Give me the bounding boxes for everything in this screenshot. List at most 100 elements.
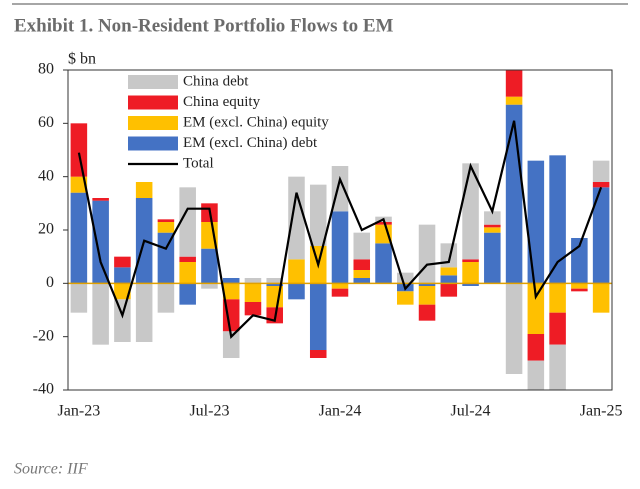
x-tick-label: Jul-23 bbox=[189, 403, 229, 420]
legend-label: EM (excl. China) equity bbox=[183, 114, 329, 130]
bar-segment bbox=[462, 283, 479, 286]
bar-segment bbox=[135, 182, 153, 198]
bar-segment bbox=[375, 243, 392, 284]
bar-segment bbox=[331, 288, 349, 297]
bar-segment bbox=[288, 176, 305, 260]
bar-segment bbox=[222, 283, 240, 300]
bar-segment bbox=[418, 283, 436, 286]
bar-segment bbox=[222, 278, 240, 284]
bar-segment bbox=[418, 286, 436, 305]
bar-segment bbox=[70, 123, 88, 177]
bar-segment bbox=[331, 211, 349, 284]
bar-segment bbox=[549, 312, 566, 345]
bar-segment bbox=[288, 283, 305, 300]
bar-segment bbox=[375, 222, 392, 225]
y-axis-label: $ bn bbox=[68, 51, 96, 68]
legend-label: China debt bbox=[183, 73, 249, 89]
bar-segment bbox=[179, 187, 196, 257]
bar-segment bbox=[440, 243, 458, 268]
y-tick-label: 40 bbox=[38, 167, 54, 184]
x-tick-label: Jan-24 bbox=[319, 403, 362, 420]
x-tick-label: Jul-24 bbox=[451, 403, 491, 420]
bar-segment bbox=[309, 283, 327, 350]
legend-label: China equity bbox=[183, 94, 261, 110]
bar-segment bbox=[484, 232, 501, 284]
bar-segment bbox=[92, 283, 109, 345]
bar-segment bbox=[549, 283, 566, 313]
legend-swatch bbox=[128, 136, 178, 151]
legend-label: EM (excl. China) debt bbox=[183, 135, 318, 151]
legend-swatch bbox=[128, 95, 178, 110]
bar-segment bbox=[331, 283, 349, 289]
bar-segment bbox=[462, 259, 479, 262]
bar-segment bbox=[135, 283, 153, 342]
bar-segment bbox=[505, 96, 523, 105]
legend-swatch bbox=[128, 116, 178, 130]
bar-segment bbox=[592, 283, 610, 313]
legend-label: Total bbox=[183, 155, 214, 171]
bar-segment bbox=[397, 272, 414, 284]
bar-segment bbox=[484, 224, 501, 228]
bar-segment bbox=[244, 278, 262, 284]
bar-segment bbox=[114, 267, 131, 284]
legend-swatch bbox=[128, 75, 178, 89]
bar-segment bbox=[70, 176, 88, 193]
bar-segment bbox=[527, 360, 545, 390]
bar-segment bbox=[440, 283, 458, 297]
bar-segment bbox=[440, 267, 458, 276]
bar-segment bbox=[484, 211, 501, 225]
bar-segment bbox=[353, 270, 371, 278]
bar-segment bbox=[527, 283, 545, 334]
bar-segment bbox=[397, 291, 414, 305]
bar-segment bbox=[157, 219, 175, 222]
bar-segment bbox=[592, 182, 610, 188]
bar-segment bbox=[505, 70, 523, 97]
bar-segment bbox=[157, 222, 175, 233]
bar-segment bbox=[527, 334, 545, 361]
bar-segment bbox=[266, 283, 283, 286]
bar-segment bbox=[418, 304, 436, 321]
bar-segment bbox=[92, 200, 109, 284]
bar-segment bbox=[179, 262, 196, 284]
bar-segment bbox=[527, 160, 545, 284]
y-tick-label: 60 bbox=[38, 114, 54, 131]
bar-segment bbox=[179, 256, 196, 262]
bar-segment bbox=[244, 302, 262, 316]
y-tick-label: -20 bbox=[33, 327, 54, 344]
total-line bbox=[77, 120, 603, 339]
y-tick-label: 0 bbox=[46, 274, 54, 291]
bar-segment bbox=[549, 155, 566, 284]
y-tick-label: 20 bbox=[38, 221, 54, 238]
bar-segment bbox=[309, 184, 327, 246]
bar-segment bbox=[440, 275, 458, 284]
bar-segment bbox=[353, 232, 371, 260]
bar-segment bbox=[353, 278, 371, 284]
bar-segment bbox=[571, 288, 588, 292]
bar-segment bbox=[331, 166, 349, 212]
bar-segment bbox=[201, 248, 218, 284]
x-tick-label: Jan-25 bbox=[580, 403, 623, 420]
source: Source: IIF bbox=[14, 461, 88, 478]
bar-segment bbox=[114, 256, 131, 268]
bar-segment bbox=[462, 262, 479, 284]
bar-segment bbox=[288, 259, 305, 284]
bar-segment bbox=[418, 224, 436, 284]
bar-segment bbox=[309, 350, 327, 358]
bar-segment bbox=[157, 283, 175, 313]
bar-segment bbox=[505, 283, 523, 374]
bar-segment bbox=[549, 344, 566, 390]
bar-segment bbox=[571, 283, 588, 289]
y-tick-label: -40 bbox=[33, 381, 54, 398]
plot-frame bbox=[67, 69, 613, 391]
y-tick-label: 80 bbox=[38, 61, 54, 78]
bar-segment bbox=[114, 299, 131, 342]
bar-segment bbox=[114, 283, 131, 300]
bar-segment bbox=[244, 283, 262, 302]
bar-segment bbox=[222, 331, 240, 358]
bar-segment bbox=[92, 198, 109, 201]
chart-title: Exhibit 1. Non-Resident Portfolio Flows … bbox=[14, 15, 394, 36]
x-tick-label: Jan-23 bbox=[58, 403, 101, 420]
bar-segment bbox=[70, 192, 88, 284]
bar-segment bbox=[592, 160, 610, 182]
